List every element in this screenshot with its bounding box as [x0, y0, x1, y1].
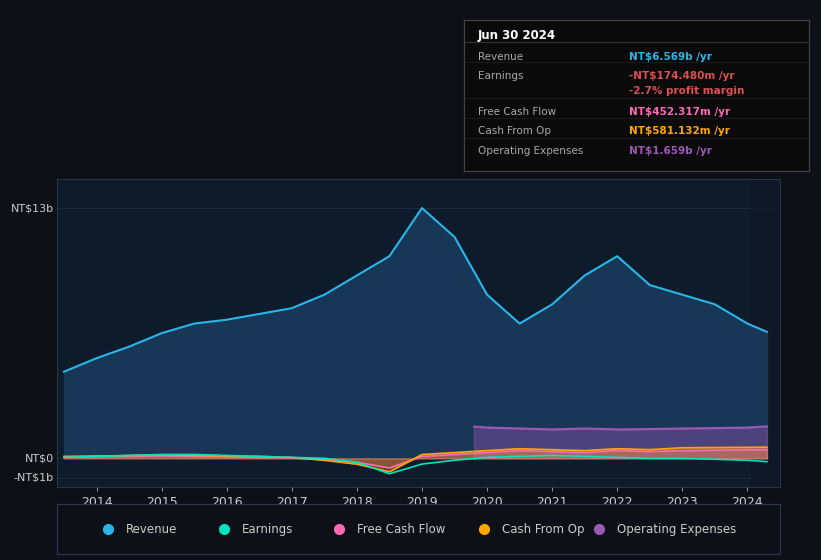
Text: Free Cash Flow: Free Cash Flow	[357, 522, 446, 536]
Text: Operating Expenses: Operating Expenses	[478, 146, 583, 156]
Text: NT$581.132m /yr: NT$581.132m /yr	[630, 127, 730, 137]
Text: Jun 30 2024: Jun 30 2024	[478, 29, 556, 41]
Text: Cash From Op: Cash From Op	[478, 127, 551, 137]
Text: Operating Expenses: Operating Expenses	[617, 522, 736, 536]
Text: -NT$174.480m /yr: -NT$174.480m /yr	[630, 71, 735, 81]
Text: NT$0: NT$0	[25, 454, 54, 463]
Text: NT$452.317m /yr: NT$452.317m /yr	[630, 107, 731, 117]
Text: NT$6.569b /yr: NT$6.569b /yr	[630, 53, 713, 62]
Text: Revenue: Revenue	[478, 53, 523, 62]
Text: Free Cash Flow: Free Cash Flow	[478, 107, 556, 117]
Text: Revenue: Revenue	[126, 522, 177, 536]
Text: -2.7% profit margin: -2.7% profit margin	[630, 86, 745, 96]
Text: Earnings: Earnings	[241, 522, 293, 536]
Text: NT$1.659b /yr: NT$1.659b /yr	[630, 146, 713, 156]
Text: -NT$1b: -NT$1b	[14, 473, 54, 483]
Text: Earnings: Earnings	[478, 71, 523, 81]
Text: Cash From Op: Cash From Op	[502, 522, 585, 536]
Bar	[750, 179, 780, 487]
Text: NT$13b: NT$13b	[11, 203, 54, 213]
